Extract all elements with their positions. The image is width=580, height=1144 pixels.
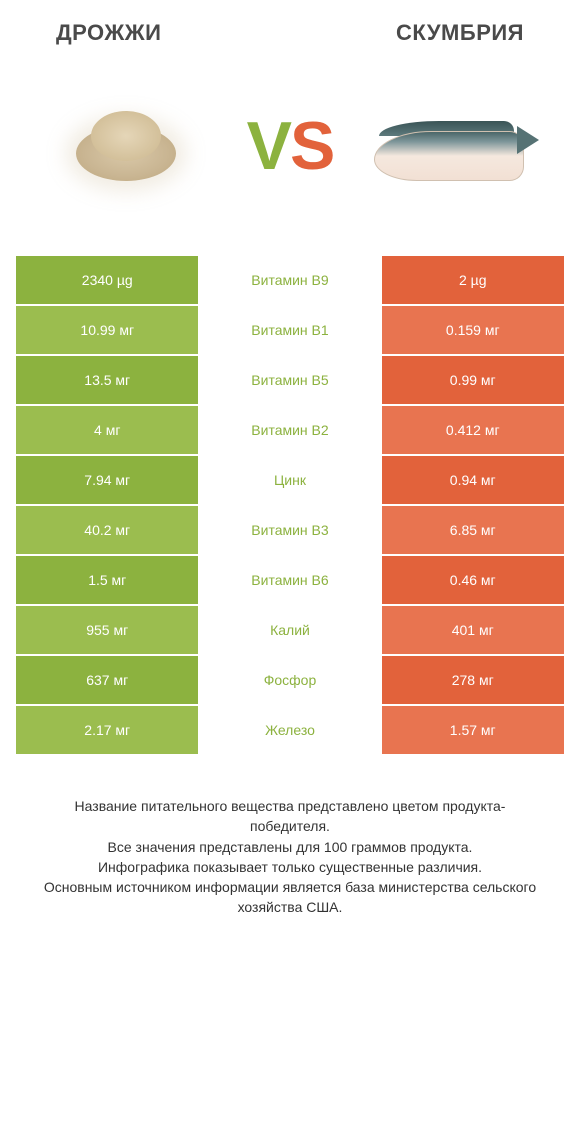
nutrient-name: Цинк [198,456,381,504]
nutrient-name: Витамин B2 [198,406,381,454]
right-value: 0.46 мг [382,556,564,604]
left-value: 1.5 мг [16,556,198,604]
footer-line: Основным источником информации является … [36,877,544,918]
right-product-title: СКУМБРИЯ [396,20,524,46]
nutrient-name: Фосфор [198,656,381,704]
left-value: 40.2 мг [16,506,198,554]
vs-s-letter: S [290,108,333,184]
right-value: 0.99 мг [382,356,564,404]
right-value: 278 мг [382,656,564,704]
left-value: 2340 µg [16,256,198,304]
left-product-title: ДРОЖЖИ [56,20,161,46]
right-value: 0.94 мг [382,456,564,504]
left-value: 13.5 мг [16,356,198,404]
footer-line: Название питательного вещества представл… [36,796,544,837]
yeast-icon [66,101,186,191]
footer-line: Инфографика показывает только существенн… [36,857,544,877]
table-row: 637 мгФосфор278 мг [16,656,564,704]
table-row: 2.17 мгЖелезо1.57 мг [16,706,564,754]
nutrient-name: Калий [198,606,381,654]
nutrient-name: Витамин B1 [198,306,381,354]
table-row: 7.94 мгЦинк0.94 мг [16,456,564,504]
nutrient-name: Витамин B9 [198,256,381,304]
right-value: 1.57 мг [382,706,564,754]
table-row: 4 мгВитамин B20.412 мг [16,406,564,454]
footer-line: Все значения представлены для 100 граммо… [36,837,544,857]
footer-notes: Название питательного вещества представл… [16,756,564,918]
fish-icon [369,101,539,191]
nutrient-name: Железо [198,706,381,754]
table-row: 13.5 мгВитамин B50.99 мг [16,356,564,404]
right-product-image [364,76,544,216]
nutrient-name: Витамин B5 [198,356,381,404]
right-value: 0.412 мг [382,406,564,454]
table-row: 40.2 мгВитамин B36.85 мг [16,506,564,554]
images-row: VS [16,56,564,256]
nutrient-name: Витамин B6 [198,556,381,604]
comparison-table: 2340 µgВитамин B92 µg10.99 мгВитамин B10… [16,256,564,754]
left-value: 4 мг [16,406,198,454]
nutrient-name: Витамин B3 [198,506,381,554]
table-row: 10.99 мгВитамин B10.159 мг [16,306,564,354]
left-value: 7.94 мг [16,456,198,504]
left-value: 2.17 мг [16,706,198,754]
right-value: 401 мг [382,606,564,654]
vs-v-letter: V [247,108,290,184]
table-row: 1.5 мгВитамин B60.46 мг [16,556,564,604]
table-row: 955 мгКалий401 мг [16,606,564,654]
header: ДРОЖЖИ СКУМБРИЯ [16,20,564,56]
right-value: 6.85 мг [382,506,564,554]
left-product-image [36,76,216,216]
left-value: 955 мг [16,606,198,654]
vs-label: VS [247,107,334,185]
right-value: 0.159 мг [382,306,564,354]
right-value: 2 µg [382,256,564,304]
table-row: 2340 µgВитамин B92 µg [16,256,564,304]
left-value: 637 мг [16,656,198,704]
left-value: 10.99 мг [16,306,198,354]
